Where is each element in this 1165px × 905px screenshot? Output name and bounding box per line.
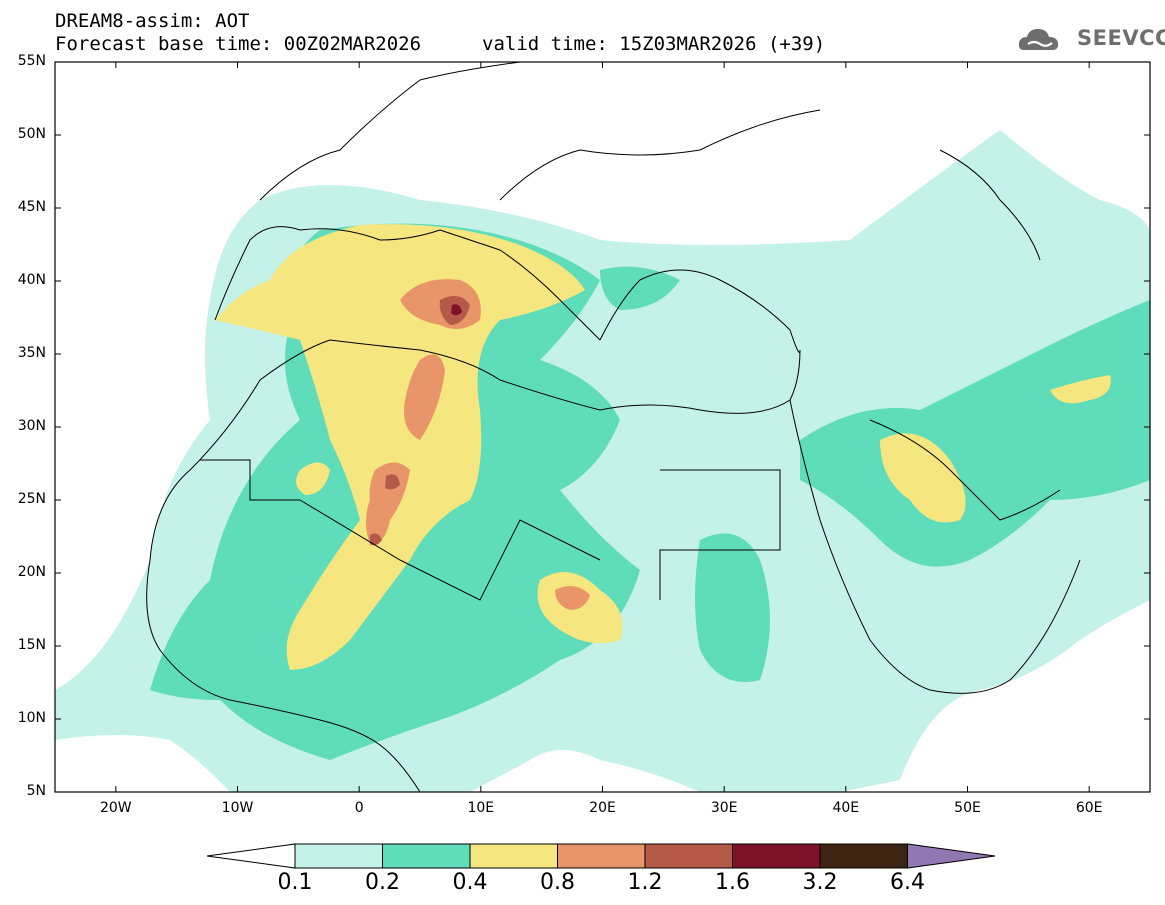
lon-tick-label: 60E [1075,800,1103,816]
logo-text: SEEVCCC [1077,26,1165,50]
lat-tick-label: 45N [17,199,46,215]
colorbar-box [294,843,383,869]
lon-tick-label: 40E [832,800,860,816]
lat-tick-label: 10N [17,710,46,726]
colorbar-label: 1.6 [715,870,750,895]
map-title: DREAM8-assim: AOT [55,10,250,32]
forecast-base-time: Forecast base time: 00Z02MAR2026 [55,33,422,55]
lat-tick-label: 50N [17,126,46,142]
lat-tick-label: 25N [17,491,46,507]
lat-tick-label: 40N [17,272,46,288]
colorbar-label: 6.4 [890,870,925,895]
cloud-logo-icon [1018,29,1059,50]
colorbar-box [732,843,821,869]
lon-tick-label: 10E [467,800,495,816]
lat-tick-label: 30N [17,418,46,434]
colorbar-label: 0.4 [452,870,488,895]
valid-time: valid time: 15Z03MAR2026 (+39) [482,33,826,55]
colorbar-label: 0.1 [277,870,313,895]
lon-tick-label: 20E [589,800,616,816]
colorbar-box [819,843,908,869]
lon-tick-label: 10W [221,800,254,816]
lon-tick-label: 0 [354,800,364,816]
colorbar [206,843,996,869]
colorbar-label: 0.2 [365,870,400,895]
lat-tick-label: 15N [17,637,46,653]
colorbar-low-triangle [206,843,296,869]
colorbar-high-triangle [907,843,996,869]
aot-level-0.8 [366,279,590,610]
aot-level-1.6 [451,304,462,316]
lon-tick-label: 50E [954,800,981,816]
lat-tick-label: 5N [26,783,46,799]
aot-fields [55,62,1150,792]
axis-ticks [55,61,1150,793]
lat-tick-label: 55N [17,53,46,69]
colorbar-box [469,843,558,869]
lon-tick-label: 30E [710,800,738,816]
lon-tick-label: 20W [99,800,132,816]
colorbar-label: 1.2 [627,870,663,895]
lat-tick-label: 35N [17,345,46,361]
lat-tick-label: 20N [17,564,46,580]
colorbar-label: 3.2 [802,870,838,895]
colorbar-label: 0.8 [540,870,575,895]
colorbar-box [557,843,646,869]
colorbar-box [382,843,471,869]
coastlines [146,62,1081,792]
colorbar-box [644,843,733,869]
